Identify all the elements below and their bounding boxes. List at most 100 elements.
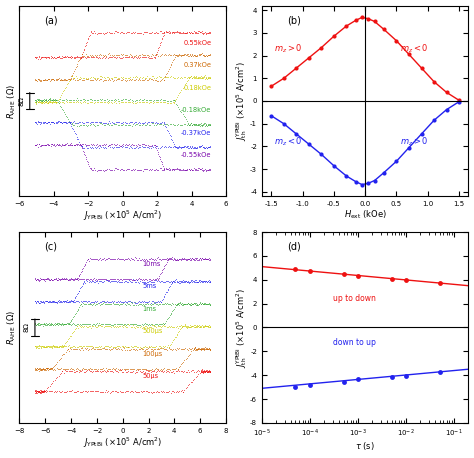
Point: [172, 278, 179, 286]
Point: [88, 301, 96, 308]
Point: [73, 76, 80, 84]
Point: [141, 96, 148, 103]
Point: [138, 53, 146, 60]
Point: [192, 144, 200, 152]
Point: [35, 75, 42, 82]
Point: [170, 336, 177, 343]
Point: [93, 144, 101, 151]
Point: [40, 298, 47, 305]
Point: [48, 75, 55, 82]
Point: [168, 135, 175, 142]
Point: [89, 96, 96, 103]
Point: [165, 130, 173, 137]
Point: [128, 366, 136, 373]
Point: [107, 119, 114, 126]
Point: [134, 96, 141, 103]
Point: [67, 321, 74, 328]
Point: [83, 141, 91, 148]
Point: [70, 276, 78, 284]
Point: [160, 76, 167, 84]
Point: [182, 385, 190, 392]
Point: [175, 344, 183, 351]
Point: [48, 141, 55, 148]
Point: [37, 344, 45, 351]
Point: [207, 368, 214, 376]
Point: [116, 256, 123, 263]
Point: [49, 366, 57, 373]
Point: [123, 120, 131, 127]
Point: [98, 345, 105, 352]
Point: [73, 321, 80, 328]
Point: [186, 322, 194, 329]
Text: $m_z > 0$: $m_z > 0$: [274, 43, 303, 55]
Point: [129, 142, 137, 149]
Point: [168, 254, 175, 261]
Point: [200, 256, 208, 263]
Point: [132, 299, 139, 306]
Point: [83, 144, 91, 152]
Point: [77, 300, 85, 308]
Point: [191, 346, 199, 354]
Point: [153, 274, 161, 282]
Point: [177, 256, 185, 263]
Point: [75, 387, 82, 394]
Point: [159, 76, 166, 83]
Point: [194, 278, 201, 286]
Point: [84, 365, 91, 373]
Point: [81, 300, 88, 307]
Point: [76, 346, 83, 353]
Point: [172, 143, 179, 151]
Point: [197, 50, 204, 57]
Point: [38, 387, 46, 395]
Point: [35, 96, 42, 104]
Point: [156, 96, 164, 103]
X-axis label: $\tau$ (s): $\tau$ (s): [355, 441, 375, 453]
Point: [55, 372, 63, 380]
Point: [82, 96, 89, 104]
Point: [148, 279, 156, 286]
Point: [65, 298, 73, 305]
Point: [72, 321, 79, 328]
Point: [189, 278, 196, 285]
Point: [55, 343, 63, 350]
Point: [109, 52, 117, 60]
Point: [161, 291, 169, 298]
Point: [137, 275, 145, 282]
Point: [201, 367, 208, 375]
Point: [146, 388, 153, 395]
Point: [164, 254, 171, 262]
Point: [184, 52, 192, 59]
Point: [194, 73, 201, 81]
Point: [153, 146, 161, 153]
Point: [147, 278, 155, 285]
Point: [158, 323, 166, 330]
Point: [83, 366, 91, 374]
Point: [99, 320, 106, 327]
Point: [146, 321, 154, 328]
Point: [71, 388, 79, 395]
Point: [101, 368, 109, 375]
Point: [152, 298, 160, 305]
Point: [155, 255, 163, 262]
Point: [196, 28, 203, 36]
Point: [45, 383, 52, 391]
Point: [110, 119, 118, 126]
Point: [76, 301, 84, 309]
Point: [109, 322, 117, 330]
Point: [176, 30, 184, 37]
Point: [52, 76, 60, 83]
Point: [68, 72, 75, 80]
Point: [65, 320, 73, 327]
Point: [110, 53, 118, 60]
Point: [161, 278, 169, 285]
Point: [174, 300, 182, 308]
Point: [141, 98, 148, 105]
Point: [99, 98, 106, 105]
Point: [38, 141, 46, 148]
Point: [58, 54, 66, 61]
Point: [122, 52, 130, 59]
Point: [156, 165, 164, 172]
Point: [100, 144, 108, 152]
Point: [124, 278, 132, 286]
Point: [78, 119, 85, 126]
